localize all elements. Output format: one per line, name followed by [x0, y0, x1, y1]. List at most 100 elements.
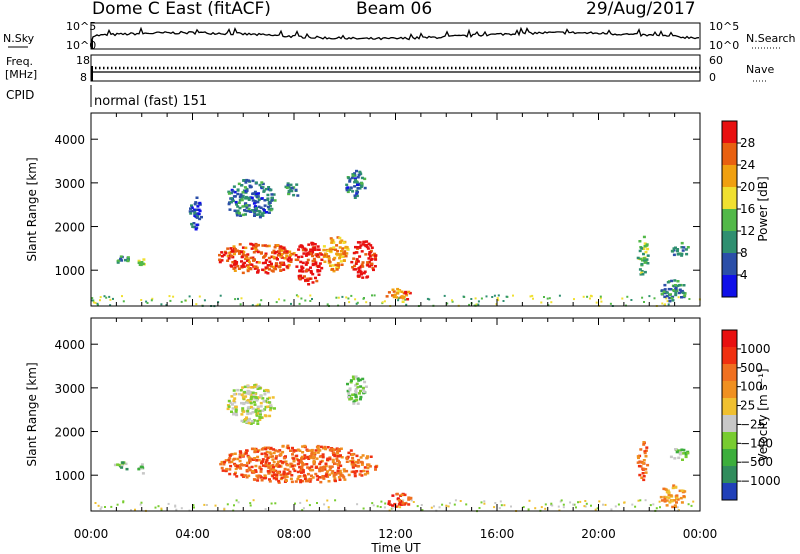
velocity-echo — [500, 504, 503, 507]
date-label: 29/Aug/2017 — [586, 0, 696, 19]
power-echo — [261, 244, 265, 247]
power-echo — [274, 267, 278, 271]
velocity-echo — [244, 395, 248, 398]
power-echo — [301, 276, 305, 280]
velocity-echo — [306, 472, 310, 476]
velocity-echo — [579, 500, 582, 503]
velocity-echo — [295, 454, 299, 458]
velocity-echo — [269, 407, 273, 410]
velocity-echo — [253, 397, 257, 400]
velocity-echo — [391, 494, 395, 497]
velocity-echo — [339, 464, 343, 467]
power-echo — [397, 299, 400, 302]
power-echo — [353, 178, 357, 182]
power-echo — [252, 251, 256, 254]
velocity-echo — [646, 463, 650, 467]
power-frame — [90, 112, 701, 307]
power-echo — [370, 262, 374, 266]
velocity-echo — [318, 455, 322, 458]
velocity-echo — [256, 476, 260, 479]
velocity-echo — [226, 503, 229, 506]
velocity-echo — [268, 464, 272, 468]
velocity-echo — [278, 449, 282, 452]
power-echo — [682, 284, 686, 287]
velocity-echo — [614, 505, 617, 508]
power-echo — [345, 183, 349, 187]
power-echo — [276, 244, 280, 247]
velocity-echo — [356, 377, 360, 380]
power-echo — [642, 257, 646, 260]
power-echo — [298, 302, 301, 305]
velocity-echo — [251, 396, 255, 399]
power-echo — [367, 260, 371, 264]
velocity-echo — [374, 465, 378, 469]
power-echo — [312, 257, 316, 261]
power-echo — [195, 216, 199, 219]
power-echo — [407, 290, 411, 294]
velocity-echo — [355, 382, 359, 386]
velocity-echo — [683, 490, 687, 493]
velocity-echo — [315, 474, 319, 478]
power-echo — [195, 223, 199, 227]
power-echo — [660, 289, 664, 292]
power-echo — [668, 296, 672, 300]
power-echo — [232, 267, 236, 270]
velocity-echo — [289, 462, 293, 466]
velocity-echo — [363, 380, 367, 384]
velocity-echo — [349, 381, 353, 384]
velocity-echo — [252, 419, 256, 422]
velocity-echo — [376, 505, 379, 508]
power-echo — [356, 241, 360, 244]
power-echo — [231, 261, 235, 264]
velocity-echo — [255, 459, 259, 462]
velocity-echo — [214, 504, 217, 507]
velocity-echo — [323, 445, 327, 449]
power-echo — [371, 254, 375, 257]
power-echo — [356, 301, 359, 304]
power-echo — [265, 244, 269, 248]
power-echo — [284, 251, 288, 255]
power-echo — [245, 189, 249, 192]
velocity-echo — [255, 399, 259, 402]
power-echo — [243, 261, 247, 265]
power-echo — [232, 245, 236, 248]
velocity-echo — [229, 401, 233, 405]
velocity-echo — [180, 507, 183, 510]
power-echo — [646, 254, 650, 257]
power-echo — [374, 258, 378, 261]
power-echo — [306, 253, 310, 256]
power-echo — [366, 247, 370, 250]
power-echo — [451, 300, 454, 303]
velocity-echo — [264, 461, 268, 464]
velocity-echo — [652, 503, 655, 506]
velocity-echo — [252, 471, 256, 474]
power-colorbar-label: 28 — [740, 136, 755, 150]
power-echo — [358, 255, 362, 258]
power-echo — [356, 187, 360, 190]
velocity-echo — [666, 491, 670, 494]
power-echo — [139, 263, 143, 267]
velocity-echo — [300, 465, 304, 468]
power-ytick-label: 1000 — [54, 264, 85, 278]
velocity-echo — [137, 467, 141, 471]
power-echo — [368, 251, 372, 254]
power-echo — [353, 196, 357, 199]
velocity-echo — [310, 465, 314, 468]
power-echo — [227, 190, 231, 194]
power-echo — [502, 300, 505, 302]
power-echo — [329, 264, 332, 267]
velocity-echo — [275, 464, 278, 467]
power-echo — [268, 188, 272, 192]
velocity-echo — [678, 489, 682, 493]
power-ytick-label: 2000 — [54, 221, 85, 235]
velocity-echo — [272, 468, 276, 471]
velocity-echo — [286, 444, 290, 448]
velocity-echo — [560, 499, 563, 502]
velocity-echo — [236, 388, 240, 392]
velocity-echo — [259, 405, 263, 408]
velocity-echo — [255, 474, 259, 478]
velocity-echo — [315, 457, 319, 460]
power-echo — [194, 228, 198, 231]
power-echo — [358, 241, 362, 244]
power-echo — [249, 185, 253, 189]
